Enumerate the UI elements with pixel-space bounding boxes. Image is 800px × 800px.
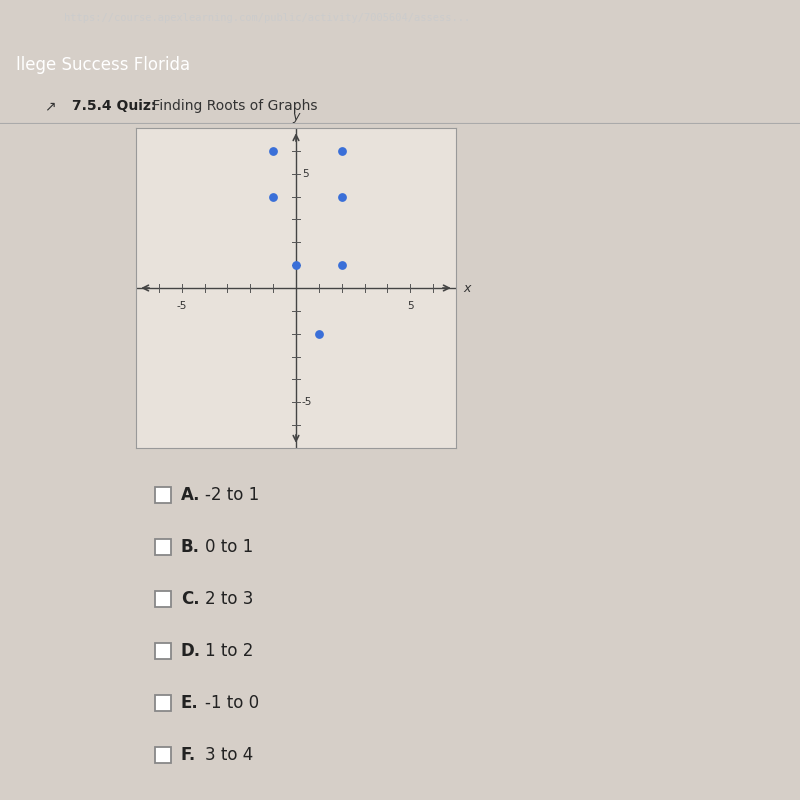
Text: Finding Roots of Graphs: Finding Roots of Graphs [148, 99, 318, 113]
Bar [155, 695, 171, 711]
Text: C.: C. [181, 590, 200, 608]
Point [266, 145, 279, 158]
Point [313, 327, 326, 340]
Point [335, 258, 348, 271]
Text: 5: 5 [407, 301, 414, 310]
Text: llege Success Florida: llege Success Florida [16, 56, 190, 74]
Text: -1 to 0: -1 to 0 [205, 694, 259, 712]
Text: -5: -5 [177, 301, 187, 310]
Bar [155, 747, 171, 763]
Text: 2 to 3: 2 to 3 [205, 590, 254, 608]
Point [335, 190, 348, 203]
Text: x: x [464, 282, 471, 294]
Point [266, 190, 279, 203]
Text: A.: A. [181, 486, 201, 504]
Text: -5: -5 [302, 398, 312, 407]
Text: E.: E. [181, 694, 198, 712]
Text: 7.5.4 Quiz:: 7.5.4 Quiz: [72, 99, 156, 113]
Text: 0 to 1: 0 to 1 [205, 538, 254, 556]
Text: ↗: ↗ [44, 99, 56, 113]
Bar [155, 591, 171, 607]
Text: y: y [292, 110, 300, 123]
Text: B.: B. [181, 538, 200, 556]
Text: https://course.apexlearning.com/public/activity/7005604/assess...: https://course.apexlearning.com/public/a… [64, 13, 470, 23]
Text: D.: D. [181, 642, 201, 660]
Bar [155, 487, 171, 503]
Point [335, 145, 348, 158]
Text: 5: 5 [302, 169, 308, 178]
Bar [155, 643, 171, 659]
Text: -2 to 1: -2 to 1 [205, 486, 259, 504]
Text: 3 to 4: 3 to 4 [205, 746, 254, 764]
Point [290, 258, 302, 271]
Bar [155, 539, 171, 555]
Text: F.: F. [181, 746, 196, 764]
Text: 1 to 2: 1 to 2 [205, 642, 254, 660]
